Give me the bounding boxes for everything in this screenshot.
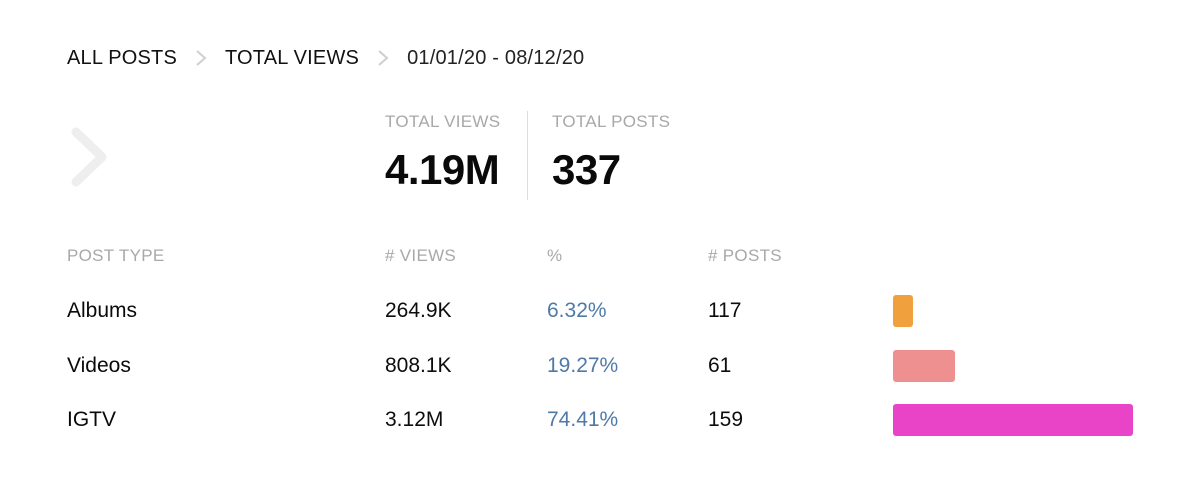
- row-posts: 117: [708, 299, 742, 322]
- total-views-stat: TOTAL VIEWS 4.19M: [385, 112, 500, 194]
- row-percent: 6.32%: [547, 299, 607, 322]
- share-bar: [893, 295, 913, 327]
- total-posts-value: 337: [552, 146, 621, 193]
- row-posts: 61: [708, 354, 732, 377]
- header-posts: # POSTS: [708, 246, 782, 265]
- chevron-right-icon[interactable]: [68, 124, 110, 190]
- row-post-type: IGTV: [67, 408, 117, 431]
- chevron-right-icon: [377, 49, 389, 67]
- table-header: POST TYPE # VIEWS % # POSTS: [0, 246, 1200, 268]
- row-views: 264.9K: [385, 299, 452, 322]
- row-views: 3.12M: [385, 408, 444, 431]
- table-row[interactable]: Albums 264.9K 6.32% 117: [0, 295, 1200, 327]
- row-post-type: Videos: [67, 354, 131, 377]
- breadcrumb-all-posts[interactable]: ALL POSTS: [67, 46, 177, 69]
- breadcrumb-total-views[interactable]: TOTAL VIEWS: [225, 46, 360, 69]
- table-row[interactable]: IGTV 3.12M 74.41% 159: [0, 404, 1200, 436]
- total-views-label: TOTAL VIEWS: [385, 112, 501, 131]
- row-posts: 159: [708, 408, 744, 431]
- chevron-right-icon: [195, 49, 207, 67]
- row-percent: 74.41%: [547, 408, 619, 431]
- row-views: 808.1K: [385, 354, 452, 377]
- header-views: # VIEWS: [385, 246, 457, 265]
- share-bar: [893, 350, 955, 382]
- breadcrumb-date-range: 01/01/20 - 08/12/20: [407, 46, 585, 69]
- stat-divider: [527, 111, 528, 200]
- header-percent: %: [547, 246, 563, 265]
- share-bar: [893, 404, 1133, 436]
- breadcrumb: ALL POSTS TOTAL VIEWS 01/01/20 - 08/12/2…: [67, 44, 584, 72]
- table-row[interactable]: Videos 808.1K 19.27% 61: [0, 350, 1200, 382]
- header-post-type: POST TYPE: [67, 246, 165, 265]
- row-post-type: Albums: [67, 299, 138, 322]
- total-posts-label: TOTAL POSTS: [552, 112, 671, 131]
- total-posts-stat: TOTAL POSTS 337: [552, 112, 670, 194]
- total-views-value: 4.19M: [385, 146, 500, 193]
- row-percent: 19.27%: [547, 354, 619, 377]
